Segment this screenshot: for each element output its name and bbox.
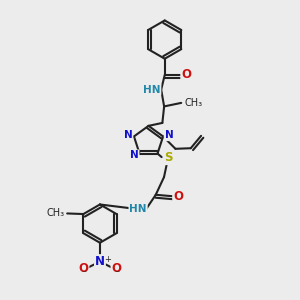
Text: ⁻: ⁻ [81,269,86,279]
Text: O: O [111,262,122,275]
Text: O: O [181,68,191,81]
Text: +: + [104,255,111,264]
Text: CH₃: CH₃ [184,98,202,108]
Text: O: O [173,190,183,203]
Text: HN: HN [143,85,160,94]
Text: S: S [164,151,172,164]
Text: O: O [79,262,88,275]
Text: N: N [165,130,173,140]
Text: N: N [130,150,139,160]
Text: HN: HN [129,205,147,214]
Text: ⁻: ⁻ [114,269,119,279]
Text: N: N [95,255,105,268]
Text: CH₃: CH₃ [47,208,65,218]
Text: N: N [124,130,133,140]
